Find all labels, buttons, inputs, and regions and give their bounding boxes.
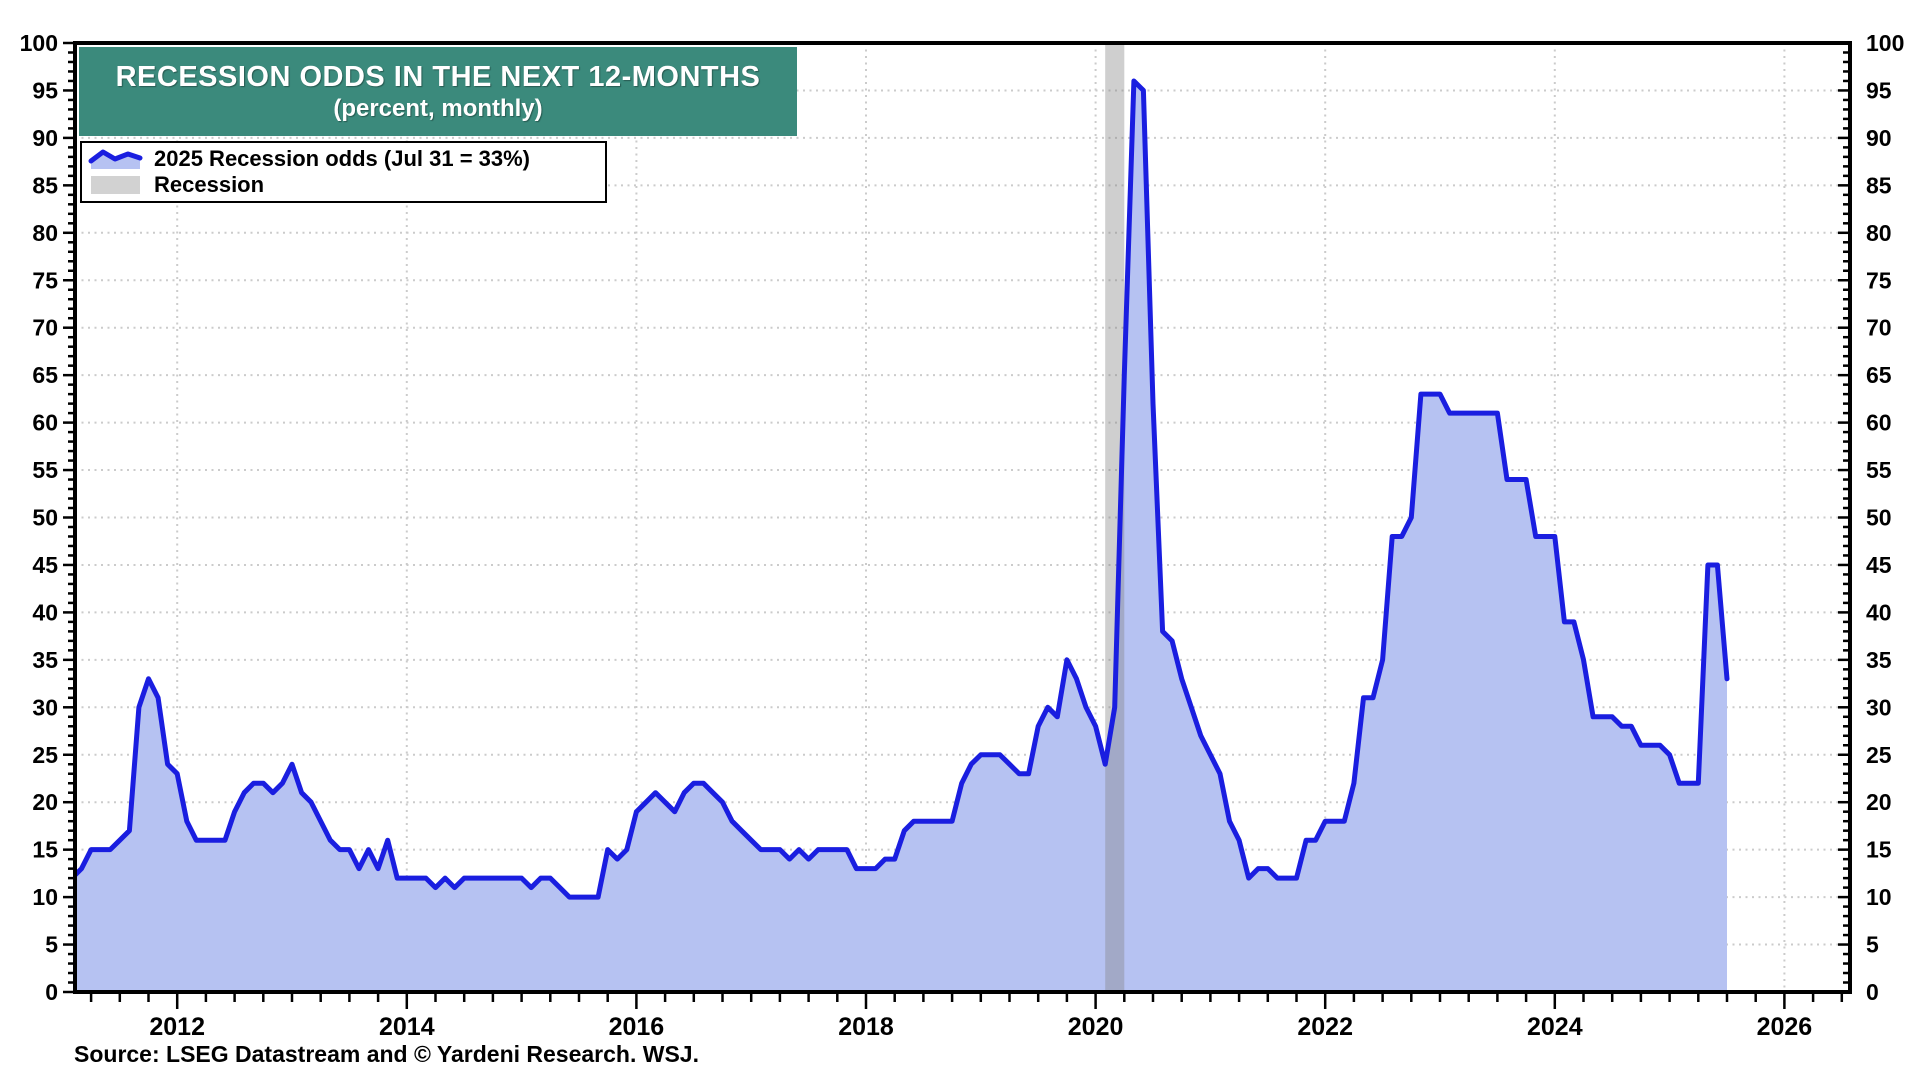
- svg-text:25: 25: [32, 742, 58, 768]
- svg-text:65: 65: [1866, 362, 1892, 388]
- recession-band-swatch-icon: [91, 176, 140, 195]
- svg-text:30: 30: [32, 694, 58, 720]
- svg-text:100: 100: [20, 30, 58, 56]
- svg-text:95: 95: [1866, 77, 1892, 103]
- svg-text:100: 100: [1866, 30, 1904, 56]
- gridlines: [75, 43, 1850, 992]
- svg-text:60: 60: [32, 410, 58, 436]
- legend-item-recession-odds: 2025 Recession odds (Jul 31 = 33%): [88, 146, 599, 172]
- x-axis-labels: 2012 2014 2016 2018 2020 2022 2024 2026: [149, 1013, 1812, 1041]
- svg-text:50: 50: [32, 505, 58, 531]
- legend-item-recession: Recession: [88, 172, 599, 198]
- svg-text:80: 80: [32, 220, 58, 246]
- svg-text:2024: 2024: [1527, 1013, 1583, 1041]
- svg-text:40: 40: [32, 599, 58, 625]
- svg-text:40: 40: [1866, 599, 1892, 625]
- chart-title: RECESSION ODDS IN THE NEXT 12-MONTHS: [115, 60, 761, 93]
- plot-frame: [73, 41, 1852, 994]
- svg-text:10: 10: [32, 884, 58, 910]
- svg-text:25: 25: [1866, 742, 1892, 768]
- legend-recession-label: Recession: [154, 172, 265, 198]
- svg-text:2014: 2014: [379, 1013, 435, 1041]
- svg-text:15: 15: [1866, 837, 1892, 863]
- svg-text:80: 80: [1866, 220, 1892, 246]
- svg-text:2018: 2018: [838, 1013, 894, 1041]
- svg-text:85: 85: [32, 172, 58, 198]
- svg-text:2026: 2026: [1757, 1013, 1813, 1041]
- svg-text:70: 70: [32, 315, 58, 341]
- axis-ticks: [63, 41, 1848, 1009]
- svg-text:2016: 2016: [609, 1013, 665, 1041]
- svg-text:90: 90: [32, 125, 58, 151]
- svg-text:20: 20: [1866, 789, 1892, 815]
- svg-text:0: 0: [45, 979, 58, 1005]
- svg-text:55: 55: [1866, 457, 1892, 483]
- svg-text:0: 0: [1866, 979, 1879, 1005]
- svg-text:45: 45: [32, 552, 58, 578]
- svg-text:35: 35: [1866, 647, 1892, 673]
- svg-text:90: 90: [1866, 125, 1892, 151]
- series-line-swatch-icon: [88, 149, 143, 169]
- svg-text:65: 65: [32, 362, 58, 388]
- series-line: [75, 78, 1730, 900]
- svg-text:10: 10: [1866, 884, 1892, 910]
- svg-text:5: 5: [1866, 932, 1879, 958]
- svg-text:70: 70: [1866, 315, 1892, 341]
- svg-text:50: 50: [1866, 505, 1892, 531]
- svg-text:60: 60: [1866, 410, 1892, 436]
- svg-text:95: 95: [32, 77, 58, 103]
- svg-text:2022: 2022: [1297, 1013, 1353, 1041]
- svg-text:85: 85: [1866, 172, 1892, 198]
- svg-text:2020: 2020: [1068, 1013, 1124, 1041]
- chart-subtitle: (percent, monthly): [333, 95, 543, 123]
- chart-title-box: RECESSION ODDS IN THE NEXT 12-MONTHS (pe…: [79, 47, 797, 136]
- svg-text:15: 15: [32, 837, 58, 863]
- svg-text:55: 55: [32, 457, 58, 483]
- svg-text:75: 75: [32, 267, 58, 293]
- svg-text:30: 30: [1866, 694, 1892, 720]
- legend: 2025 Recession odds (Jul 31 = 33%) Reces…: [80, 141, 607, 203]
- svg-text:35: 35: [32, 647, 58, 673]
- svg-text:2012: 2012: [149, 1013, 205, 1041]
- recession-band: [1105, 43, 1125, 992]
- source-note: Source: LSEG Datastream and © Yardeni Re…: [74, 1041, 699, 1067]
- svg-text:5: 5: [45, 932, 58, 958]
- svg-text:75: 75: [1866, 267, 1892, 293]
- legend-series-label: 2025 Recession odds (Jul 31 = 33%): [154, 145, 531, 171]
- svg-text:20: 20: [32, 789, 58, 815]
- svg-text:45: 45: [1866, 552, 1892, 578]
